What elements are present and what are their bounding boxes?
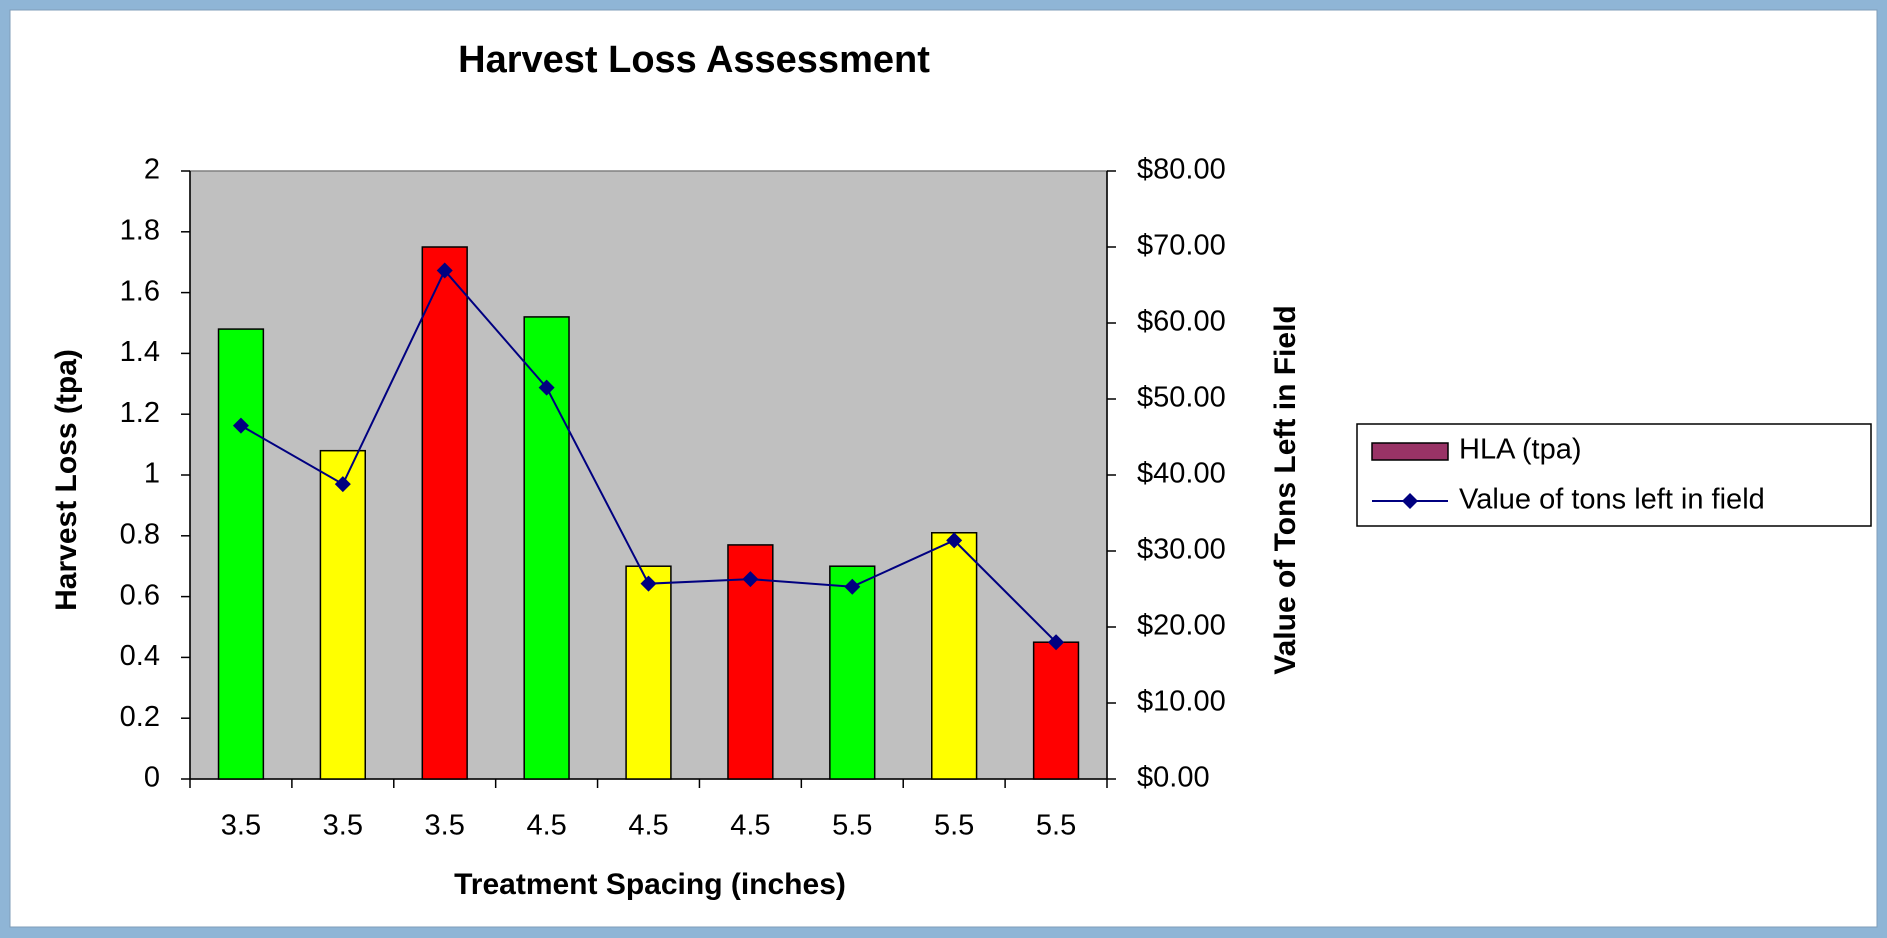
y2-tick-label: $10.00 xyxy=(1137,686,1226,718)
x-tick-label: 4.5 xyxy=(526,810,566,842)
y-tick-label: 1.6 xyxy=(120,275,160,307)
y2-tick-label: $50.00 xyxy=(1137,382,1226,414)
line-marker xyxy=(946,532,963,549)
bar xyxy=(625,565,672,780)
x-tick-label: 4.5 xyxy=(628,810,668,842)
y2-tick-label: $30.00 xyxy=(1137,534,1226,566)
bar xyxy=(421,246,468,780)
y2-tick-label: $60.00 xyxy=(1137,306,1226,338)
line-marker xyxy=(334,476,351,493)
y-tick-label: 1.4 xyxy=(120,336,160,368)
x-tick-label: 3.5 xyxy=(425,810,465,842)
x-tick-label: 5.5 xyxy=(934,810,974,842)
x-tick-label: 3.5 xyxy=(221,810,261,842)
bar xyxy=(319,449,366,780)
y-tick-label: 0.4 xyxy=(120,640,160,672)
bar xyxy=(217,328,265,780)
legend-marker xyxy=(1402,493,1418,509)
y-tick-label: 0 xyxy=(144,762,160,794)
y2-tick-label: $70.00 xyxy=(1137,230,1226,262)
y-tick-label: 0.8 xyxy=(120,518,160,550)
y2-tick-label: $20.00 xyxy=(1137,610,1226,642)
y-axis-title: Harvest Loss (tpa) xyxy=(50,349,83,611)
line-marker xyxy=(640,575,657,592)
x-tick-label: 3.5 xyxy=(323,810,363,842)
y-tick-label: 1 xyxy=(144,458,160,490)
chart-title: Harvest Loss Assessment xyxy=(458,39,930,81)
line-marker xyxy=(538,379,555,396)
x-tick-label: 5.5 xyxy=(832,810,872,842)
y-tick-label: 2 xyxy=(144,154,160,186)
line-marker xyxy=(436,262,453,279)
y2-tick-label: $0.00 xyxy=(1137,762,1210,794)
line-marker xyxy=(1048,634,1065,651)
y-tick-label: 0.2 xyxy=(120,701,160,733)
line-marker xyxy=(232,417,249,434)
legend-box xyxy=(1356,423,1872,527)
legend-label: Value of tons left in field xyxy=(1459,484,1765,516)
bar xyxy=(829,565,876,780)
legend-swatch xyxy=(1371,442,1449,461)
y-tick-label: 1.2 xyxy=(120,397,160,429)
y2-tick-label: $40.00 xyxy=(1137,458,1226,490)
line-marker xyxy=(742,571,759,588)
x-tick-label: 5.5 xyxy=(1036,810,1076,842)
x-axis-title: Treatment Spacing (inches) xyxy=(454,868,846,901)
y2-axis-title: Value of Tons Left in Field xyxy=(1269,305,1302,674)
y-tick-label: 0.6 xyxy=(120,579,160,611)
x-tick-label: 4.5 xyxy=(730,810,770,842)
bar xyxy=(931,532,978,780)
bar xyxy=(1032,641,1080,780)
y2-tick-label: $80.00 xyxy=(1137,154,1226,186)
y-tick-label: 1.8 xyxy=(120,214,160,246)
line-marker xyxy=(844,578,861,595)
legend-label: HLA (tpa) xyxy=(1459,434,1582,466)
